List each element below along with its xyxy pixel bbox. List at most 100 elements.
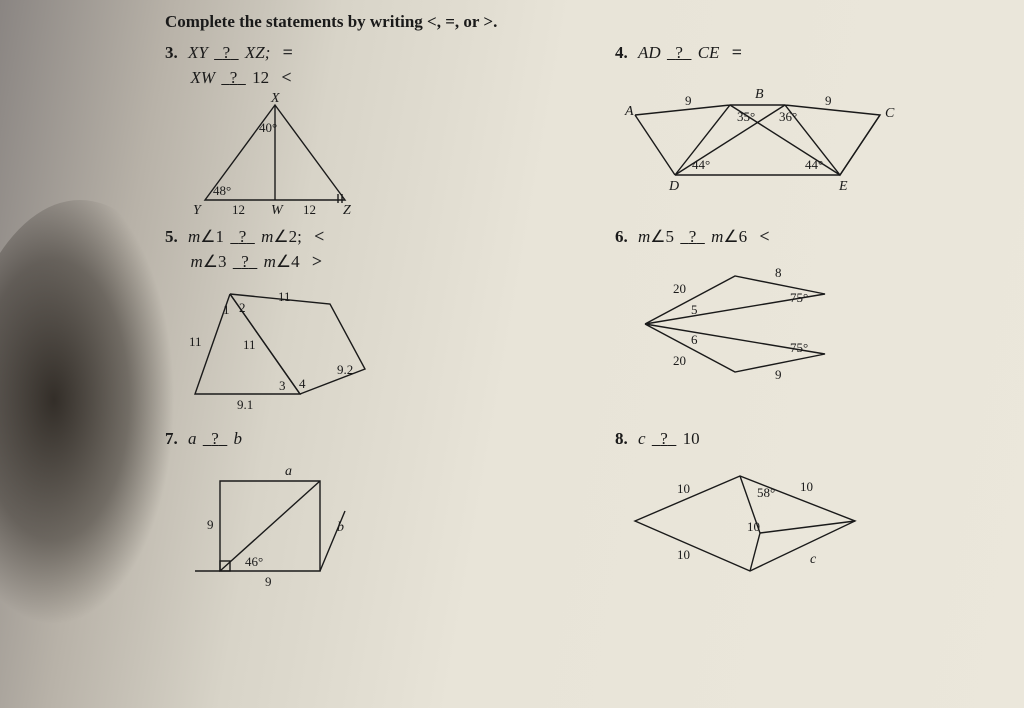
- svg-text:9.1: 9.1: [237, 397, 253, 412]
- problem-5: 5. m∠1 ? m∠2; < m∠3 ? m∠4 > 1: [165, 224, 525, 424]
- p3-hand2: <: [281, 67, 291, 87]
- svg-text:12: 12: [232, 202, 245, 217]
- p6-m: m: [638, 227, 650, 246]
- problem-3: 3. XY ? XZ; = XW ? 12 < X: [165, 40, 525, 220]
- p6-a6: 6: [739, 227, 748, 246]
- svg-text:A: A: [624, 104, 634, 119]
- p5-a4: 4: [291, 252, 300, 271]
- p5-number: 5.: [165, 227, 178, 246]
- p8-right: 10: [683, 429, 700, 448]
- svg-text:9.2: 9.2: [337, 362, 353, 377]
- p6-diagram: 20 20 8 9 5 6 75° 75°: [615, 249, 875, 399]
- p7-number: 7.: [165, 429, 178, 448]
- p4-l1-left: AD: [638, 43, 661, 62]
- p3-l1-right: XZ;: [245, 43, 271, 62]
- svg-text:2: 2: [239, 300, 246, 315]
- svg-text:E: E: [838, 179, 848, 194]
- svg-text:35°: 35°: [737, 109, 755, 124]
- p6-a5: 5: [666, 227, 675, 246]
- p4-l1-right: CE: [698, 43, 720, 62]
- svg-text:9: 9: [775, 367, 782, 382]
- svg-text:5: 5: [691, 302, 698, 317]
- p5-text: 5. m∠1 ? m∠2; < m∠3 ? m∠4 >: [165, 224, 525, 274]
- row-5-6: 5. m∠1 ? m∠2; < m∠3 ? m∠4 > 1: [165, 224, 975, 424]
- p5-l2-blank: ?: [231, 252, 260, 271]
- p5-diagram: 1 2 3 4 11 11 11 9.2 9.1: [165, 274, 395, 424]
- svg-text:c: c: [810, 552, 817, 567]
- p8-number: 8.: [615, 429, 628, 448]
- row-7-8: 7. a ? b a b 9 9: [165, 428, 975, 601]
- p3-l2-blank: ?: [219, 68, 248, 87]
- worksheet-page: Complete the statements by writing <, =,…: [165, 12, 975, 605]
- svg-text:11: 11: [243, 337, 256, 352]
- svg-text:40°: 40°: [259, 120, 277, 135]
- p5-m3: m: [191, 252, 203, 271]
- p4-diagram: A B C D E 9 9 35° 36° 44° 44°: [615, 65, 955, 205]
- p6-l1-blank: ?: [678, 227, 707, 246]
- svg-text:9: 9: [825, 93, 832, 108]
- p7-right: b: [234, 429, 243, 448]
- problem-7: 7. a ? b a b 9 9: [165, 428, 525, 601]
- svg-text:4: 4: [299, 376, 306, 391]
- p8-left: c: [638, 429, 646, 448]
- p8-diagram: 10 10 10 10 58° c: [615, 451, 895, 591]
- svg-text:11: 11: [189, 334, 202, 349]
- svg-text:11: 11: [278, 289, 291, 304]
- svg-text:b: b: [337, 520, 344, 535]
- problem-4: 4. AD ? CE = A B C: [615, 40, 975, 220]
- p5-m2: m: [261, 227, 273, 246]
- instruction: Complete the statements by writing <, =,…: [165, 12, 975, 32]
- svg-text:D: D: [668, 179, 679, 194]
- p5-a3: 3: [218, 252, 227, 271]
- svg-text:10: 10: [677, 547, 690, 562]
- p5-a1: 1: [216, 227, 225, 246]
- svg-text:20: 20: [673, 281, 686, 296]
- p6-number: 6.: [615, 227, 628, 246]
- p8-blank: ?: [650, 429, 679, 448]
- p7-left: a: [188, 429, 197, 448]
- p4-l1-blank: ?: [665, 43, 694, 62]
- svg-text:75°: 75°: [790, 290, 808, 305]
- p8-text: 8. c ? 10: [615, 428, 975, 451]
- p3-number: 3.: [165, 43, 178, 62]
- svg-text:8: 8: [775, 265, 782, 280]
- p7-text: 7. a ? b: [165, 428, 525, 451]
- problem-8: 8. c ? 10 10 10 10 10 58°: [615, 428, 975, 601]
- svg-text:X: X: [270, 91, 280, 106]
- p5-hand1: <: [314, 226, 324, 246]
- svg-text:10: 10: [677, 481, 690, 496]
- svg-text:44°: 44°: [692, 157, 710, 172]
- svg-text:46°: 46°: [245, 554, 263, 569]
- p3-l1-blank: ?: [212, 43, 241, 62]
- p6-m2: m: [711, 227, 723, 246]
- p5-hand2: >: [312, 251, 322, 271]
- svg-text:B: B: [755, 87, 764, 102]
- svg-text:C: C: [885, 106, 895, 121]
- svg-text:1: 1: [223, 302, 230, 317]
- svg-text:20: 20: [673, 353, 686, 368]
- svg-text:9: 9: [207, 517, 214, 532]
- p5-a2: 2;: [289, 227, 302, 246]
- svg-text:12: 12: [303, 202, 316, 217]
- p4-text: 4. AD ? CE =: [615, 40, 975, 65]
- svg-text:10: 10: [800, 479, 813, 494]
- p3-diagram: X Y W Z 40° 48° 12 12: [165, 90, 385, 220]
- svg-text:9: 9: [265, 574, 272, 589]
- svg-text:10: 10: [747, 519, 760, 534]
- p5-l1-blank: ?: [228, 227, 257, 246]
- p6-text: 6. m∠5 ? m∠6 <: [615, 224, 975, 249]
- svg-text:58°: 58°: [757, 485, 775, 500]
- svg-text:W: W: [271, 203, 284, 218]
- p3-hand1: =: [283, 42, 293, 62]
- svg-text:Z: Z: [343, 203, 351, 218]
- p5-m1: m: [188, 227, 200, 246]
- row-3-4: 3. XY ? XZ; = XW ? 12 < X: [165, 40, 975, 220]
- svg-text:3: 3: [279, 378, 286, 393]
- svg-text:9: 9: [685, 93, 692, 108]
- p3-text: 3. XY ? XZ; = XW ? 12 <: [165, 40, 525, 90]
- svg-text:75°: 75°: [790, 340, 808, 355]
- svg-text:36°: 36°: [779, 109, 797, 124]
- p3-l1-left: XY: [188, 43, 208, 62]
- problem-6: 6. m∠5 ? m∠6 < 20 20 8 9 5 6 75: [615, 224, 975, 424]
- svg-text:Y: Y: [193, 203, 203, 218]
